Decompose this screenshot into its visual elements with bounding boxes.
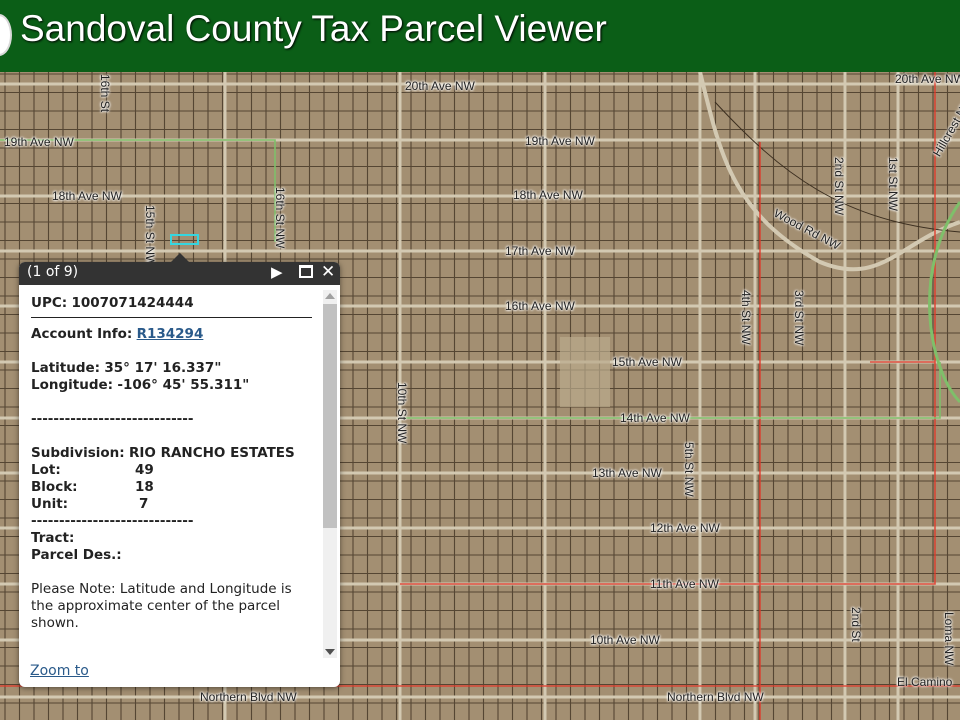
upc-value: 1007071424444 [71, 295, 194, 311]
parcel-info-popup: (1 of 9) ▶ ✕ UPC: 1007071424444 Account … [19, 262, 340, 687]
lot-label: Lot: [31, 462, 61, 478]
app-title: Sandoval County Tax Parcel Viewer [20, 8, 607, 49]
unit-value: 7 [139, 496, 149, 512]
latitude-value: 35° 17' 16.337" [104, 360, 222, 376]
zoom-to-link[interactable]: Zoom to [30, 663, 89, 679]
subdivision-label: Subdivision: [31, 445, 125, 461]
street-label: 10th Ave NW [590, 633, 660, 647]
street-label: 19th Ave NW [4, 135, 74, 149]
district-boundary [0, 72, 960, 720]
curved-road [698, 72, 960, 272]
popup-pointer [170, 253, 190, 263]
parcel-des-label: Parcel Des.: [31, 547, 122, 563]
street-label: 11th Ave NW [650, 577, 719, 591]
popup-pager: (1 of 9) [27, 264, 79, 280]
coordinate-note: Please Note: Latitude and Longitude is t… [31, 581, 292, 631]
street-label: 16th St [98, 74, 112, 113]
unit-label: Unit: [31, 496, 69, 512]
scroll-up-icon[interactable] [325, 293, 335, 299]
curved-parcel [714, 101, 960, 233]
popup-header: (1 of 9) ▶ ✕ [19, 262, 340, 285]
subdivision-value: RIO RANCHO ESTATES [128, 445, 295, 461]
street-label: 4th St NW [739, 290, 753, 345]
account-label: Account Info: [31, 326, 133, 342]
street-label: 19th Ave NW [525, 134, 595, 148]
latitude-label: Latitude: [31, 360, 101, 376]
street-label: 5th St NW [682, 442, 696, 497]
street-label: Loma NW [942, 612, 956, 666]
text-divider: ----------------------------- [31, 513, 194, 529]
street-label: 14th Ave NW [620, 411, 690, 425]
text-divider: ----------------------------- [31, 411, 194, 427]
county-seal-logo [0, 14, 12, 56]
street-label: 2nd St NW [832, 157, 846, 216]
street-label: 15th Ave NW [612, 355, 682, 369]
street-label: 18th Ave NW [52, 189, 122, 203]
street-label: 17th Ave NW [505, 244, 575, 258]
upc-label: UPC: [31, 295, 68, 311]
app-header: Sandoval County Tax Parcel Viewer [0, 0, 960, 72]
popup-content: UPC: 1007071424444 Account Info: R134294… [19, 285, 324, 665]
block-label: Block: [31, 479, 78, 495]
street-label: 16th St NW [273, 187, 287, 249]
street-label: 20th Ave NW [405, 79, 475, 93]
tract-label: Tract: [31, 530, 75, 546]
open-lot [560, 337, 610, 407]
street-label: 15th St NW [143, 205, 157, 267]
popup-scrollbar[interactable] [323, 290, 337, 658]
green-boundary [0, 139, 941, 419]
divider-line [31, 317, 312, 318]
street-label: 12th Ave NW [650, 521, 720, 535]
block-value: 18 [135, 479, 154, 495]
close-icon[interactable]: ✕ [321, 262, 336, 282]
longitude-label: Longitude: [31, 377, 114, 393]
street-label: 10th St NW [395, 382, 409, 444]
street-label: 1st St NW [886, 157, 900, 212]
street-label: Northern Blvd NW [200, 690, 297, 704]
street-label: 13th Ave NW [592, 466, 662, 480]
scroll-thumb[interactable] [323, 304, 337, 528]
street-label: 2nd St [849, 607, 863, 642]
street-label: 3rd St NW [792, 290, 806, 346]
lot-value: 49 [135, 462, 154, 478]
green-boundary [928, 201, 960, 404]
street-label: Northern Blvd NW [667, 690, 764, 704]
scroll-down-icon[interactable] [325, 649, 335, 655]
next-feature-icon[interactable]: ▶ [271, 263, 283, 281]
street-label: 18th Ave NW [513, 188, 583, 202]
maximize-icon[interactable] [299, 265, 313, 278]
longitude-value: -106° 45' 55.311" [117, 377, 250, 393]
street-label: El Camino [897, 675, 953, 689]
street-label: 16th Ave NW [505, 299, 575, 313]
selected-parcel-highlight [170, 234, 199, 245]
account-link[interactable]: R134294 [136, 326, 204, 342]
street-label: 20th Ave NW [895, 72, 960, 86]
